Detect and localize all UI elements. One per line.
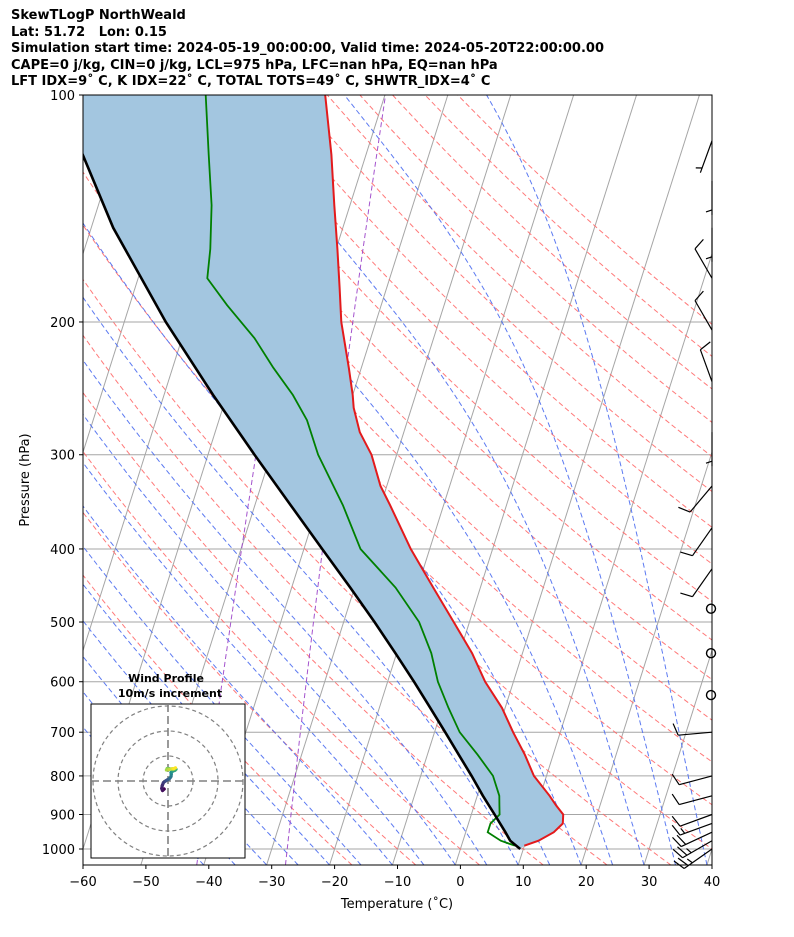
isotherm-line — [329, 95, 575, 865]
moist-adiabat — [83, 545, 362, 865]
dry-adiabat — [83, 391, 544, 865]
profile-lines — [83, 95, 565, 851]
y-axis-ticks: 1000 900 800 700 600 500 400 300 200 100 — [42, 89, 83, 858]
x-tick-label: −30 — [258, 875, 285, 890]
y-tick-label: 300 — [50, 449, 75, 464]
isotherm-line — [0, 95, 8, 865]
hodograph-segment — [172, 766, 178, 771]
dry-adiabat — [163, 95, 712, 641]
background-lines — [0, 95, 712, 865]
wind-barb — [694, 290, 713, 331]
dry-adiabat — [326, 95, 712, 458]
y-tick-label: 900 — [50, 808, 75, 823]
wind-barb — [671, 793, 713, 806]
location-line: Lat: 51.72 Lon: 0.15 — [11, 24, 167, 40]
wind-barb — [680, 568, 713, 598]
isotherm-line — [706, 847, 712, 865]
wind-barb — [678, 485, 713, 513]
dry-adiabat — [392, 95, 712, 390]
dry-adiabat — [131, 95, 712, 681]
wind-barb — [680, 527, 713, 557]
wind-barb — [672, 723, 713, 736]
inset-title: Wind Profile — [128, 672, 204, 685]
x-axis-ticks: −60 −50 −40 −30 −20 −10 0 10 20 30 40 — [69, 865, 720, 890]
x-axis-label: Temperature (˚C) — [340, 896, 453, 912]
dry-adiabat — [83, 450, 480, 865]
wind-barb — [672, 831, 713, 848]
wind-barb — [705, 603, 717, 614]
wind-barb — [699, 341, 713, 382]
x-tick-label: −40 — [195, 875, 222, 890]
x-tick-label: 30 — [641, 875, 658, 890]
wind-barb — [705, 180, 713, 215]
inset-subtitle: 10m/s increment — [118, 687, 222, 700]
moist-adiabat — [128, 95, 614, 865]
moist-adiabat — [83, 620, 299, 865]
chart-title: SkewTLogP NorthWeald — [11, 8, 186, 23]
chart-header: SkewTLogP NorthWeald Lat: 51.72 Lon: 0.1… — [11, 8, 604, 91]
x-tick-label: −20 — [321, 875, 348, 890]
isotherm-line — [643, 648, 712, 865]
y-tick-label: 600 — [50, 676, 75, 691]
x-tick-label: 0 — [456, 875, 464, 890]
x-tick-label: 10 — [515, 875, 532, 890]
wind-barb — [695, 140, 713, 173]
isotherm-line — [580, 450, 712, 865]
wind-barb — [671, 813, 713, 827]
cin-area — [83, 95, 564, 849]
y-tick-label: 1000 — [42, 843, 75, 858]
moist-adiabat — [486, 95, 708, 865]
y-axis-label: Pressure (hPa) — [18, 433, 33, 526]
x-tick-label: 40 — [704, 875, 721, 890]
dry-adiabat — [83, 574, 353, 865]
x-tick-label: −10 — [384, 875, 411, 890]
wind-barb — [671, 773, 713, 786]
time-line: Simulation start time: 2024-05-19_00:00:… — [11, 41, 604, 56]
wind-barb — [705, 432, 713, 467]
y-tick-label: 100 — [50, 89, 75, 104]
moist-adiabat — [344, 95, 676, 865]
dry-adiabat — [294, 95, 712, 493]
moist-adiabat — [83, 413, 456, 865]
y-tick-label: 800 — [50, 770, 75, 785]
wind-barb — [705, 689, 717, 701]
y-tick-label: 500 — [50, 616, 75, 631]
cin-cape-shading — [83, 95, 564, 849]
moist-adiabat — [83, 583, 330, 865]
x-tick-label: −50 — [132, 875, 159, 890]
y-tick-label: 200 — [50, 316, 75, 331]
dry-adiabat — [261, 95, 712, 528]
wind-barb — [694, 238, 713, 279]
wind-barb — [673, 848, 713, 869]
x-tick-label: −60 — [69, 875, 96, 890]
stability-indices-line: LFT IDX=9˚ C, K IDX=22˚ C, TOTAL TOTS=49… — [11, 74, 491, 89]
y-tick-label: 400 — [50, 543, 75, 558]
dewpoint-line — [204, 95, 516, 847]
wind-barbs — [671, 140, 717, 869]
moist-adiabat — [83, 505, 393, 865]
dry-adiabat — [83, 511, 417, 865]
x-tick-label: 20 — [578, 875, 595, 890]
isotherm-line — [391, 95, 637, 865]
isotherm-line — [517, 252, 712, 865]
moist-adiabat — [221, 95, 645, 865]
isotherm-line — [83, 95, 134, 256]
wind-profile-inset: Wind Profile 10m/s increment — [90, 672, 246, 859]
wind-barb — [705, 227, 713, 262]
moist-adiabat — [83, 461, 425, 865]
wind-barb — [705, 648, 717, 659]
isotherm-line — [0, 95, 70, 865]
wind-barb — [672, 840, 713, 859]
y-tick-label: 700 — [50, 726, 75, 741]
dry-adiabat — [83, 334, 608, 865]
parcel-line — [83, 152, 522, 851]
parcel-indices-line: CAPE=0 j/kg, CIN=0 j/kg, LCL=975 hPa, LF… — [11, 57, 498, 73]
isotherm-line — [266, 95, 512, 865]
temperature-line — [324, 95, 565, 847]
wind-barb — [671, 822, 713, 836]
